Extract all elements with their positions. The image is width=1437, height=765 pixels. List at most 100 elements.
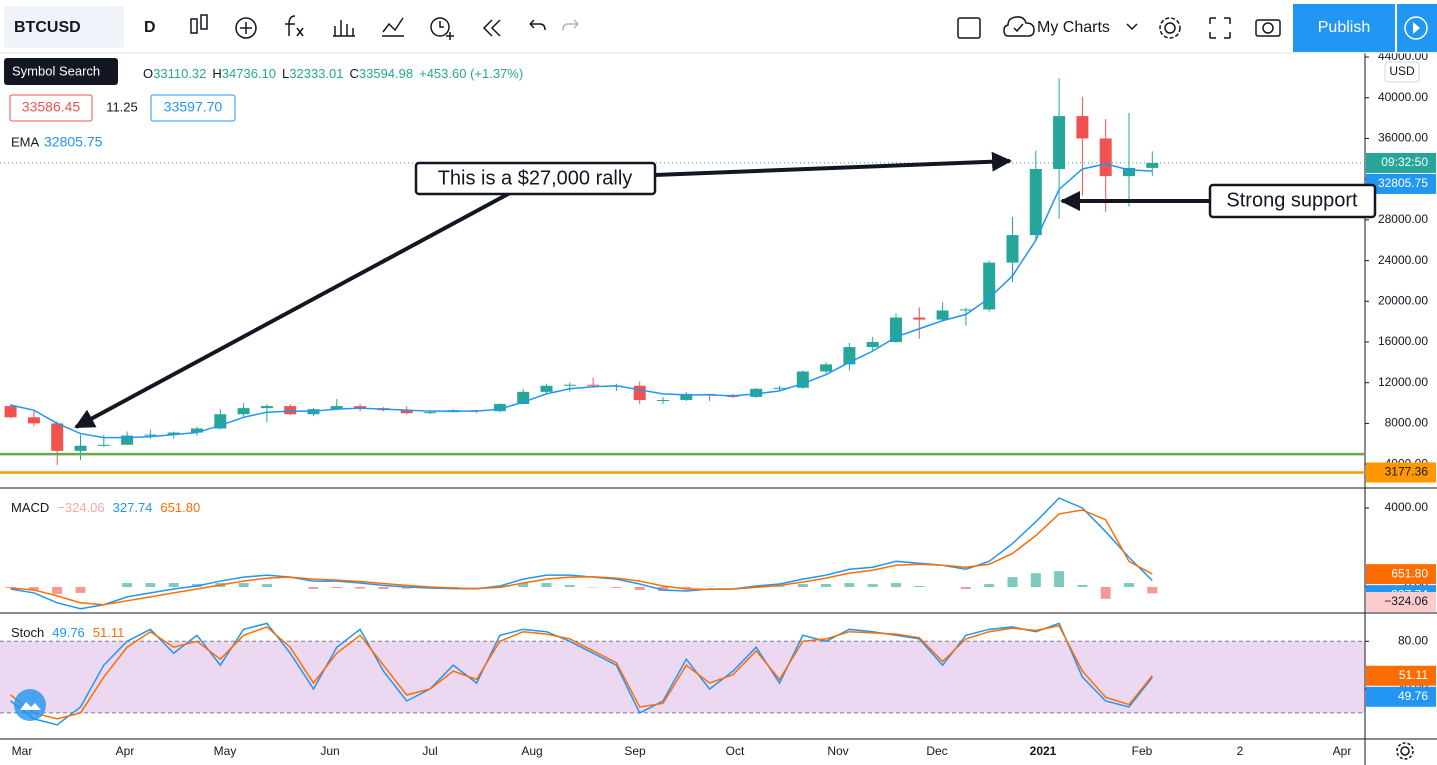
candle-body xyxy=(890,317,902,342)
y-tick-label: 36000.00 xyxy=(1378,131,1428,145)
logo xyxy=(14,689,46,721)
toolbar-icons[interactable] xyxy=(190,14,1281,40)
histogram-bar xyxy=(331,586,342,588)
x-tick-label: 2021 xyxy=(1030,744,1057,758)
symbol[interactable]: BTCUSD xyxy=(14,19,81,36)
price-tag xyxy=(1366,686,1436,707)
panel-title: Stoch xyxy=(11,625,44,640)
candle-body xyxy=(820,364,833,372)
candle-body xyxy=(400,410,413,414)
x-tick-label: May xyxy=(214,744,237,758)
histogram-bar xyxy=(774,585,785,587)
candle-body xyxy=(1123,167,1135,177)
candle-body xyxy=(750,388,763,397)
candle-body xyxy=(843,347,856,365)
my-charts[interactable]: My Charts xyxy=(1037,19,1110,36)
price-tag-label: 51.11 xyxy=(1399,668,1428,682)
panel-title: MACD xyxy=(11,500,49,515)
histogram-bar xyxy=(1100,586,1111,599)
candle-body xyxy=(1146,162,1159,168)
candle-body xyxy=(1076,116,1089,139)
histogram-bar xyxy=(122,583,133,587)
candle-body xyxy=(913,317,926,320)
x-tick-label: 2 xyxy=(1237,744,1244,758)
histogram-bar xyxy=(914,586,925,587)
candle-body xyxy=(983,262,996,310)
candle-body xyxy=(1099,138,1112,177)
histogram-bar xyxy=(821,584,832,587)
histogram-bar xyxy=(75,586,86,593)
candle-body xyxy=(51,423,64,451)
panel-value: 51.11 xyxy=(93,625,125,640)
histogram-bar xyxy=(984,584,995,587)
x-tick-label: Feb xyxy=(1132,744,1153,758)
symbol-button[interactable] xyxy=(4,6,124,48)
line-series xyxy=(10,163,1153,439)
histogram-bar xyxy=(261,584,272,587)
histogram-bar xyxy=(891,583,901,587)
ohlc-value: 33594.98 xyxy=(359,66,413,81)
histogram-bar xyxy=(658,586,668,591)
publish-button[interactable] xyxy=(1293,4,1395,52)
candle-body xyxy=(1053,116,1066,169)
y-tick-label: 28000.00 xyxy=(1378,212,1428,226)
price-tag-label: 49.76 xyxy=(1398,689,1428,703)
indicator-value: 32805.75 xyxy=(44,134,103,150)
y-tick-label: 8000.00 xyxy=(1385,416,1429,430)
ask[interactable]: 33597.70 xyxy=(164,99,223,115)
candle-body xyxy=(796,371,809,388)
histogram-bar xyxy=(378,586,389,589)
ohlc-legend: O33110.32 H34736.10 L32333.01 C33594.98 +453… xyxy=(143,66,523,81)
x-tick-label: Dec xyxy=(926,744,947,758)
panel-legend: Stoch 49.76 51.11 xyxy=(11,625,124,640)
ohlc-key: O xyxy=(143,66,153,81)
settings-icon[interactable] xyxy=(1396,742,1414,760)
callout-text: Strong support xyxy=(1226,189,1358,211)
bid-box[interactable] xyxy=(9,94,93,122)
publish[interactable]: Publish xyxy=(1318,19,1370,36)
price-tag xyxy=(1366,462,1436,483)
y-tick-label: 80.00 xyxy=(1398,633,1428,647)
candle-body xyxy=(27,417,40,424)
line-series xyxy=(10,624,1153,720)
toolbar xyxy=(0,0,1437,53)
candle-body xyxy=(1029,168,1042,236)
candle-body xyxy=(4,406,17,418)
candle-body xyxy=(540,385,553,392)
histogram-bar xyxy=(145,583,156,587)
histogram-bar xyxy=(1054,571,1065,587)
panel-legend: MACD −324.06 327.74 651.80 xyxy=(11,500,200,515)
price-tag-label: 3177.36 xyxy=(1385,465,1429,479)
candle-body xyxy=(284,406,297,415)
panel-value: 651.80 xyxy=(160,500,200,515)
price-tag xyxy=(1366,152,1436,173)
ask-box[interactable] xyxy=(150,94,236,122)
price-tag xyxy=(1366,173,1436,194)
candle-body xyxy=(936,310,949,320)
ohlc-change: +453.60 (+1.37%) xyxy=(419,66,523,81)
ohlc-key: L xyxy=(282,66,289,81)
histogram-bar xyxy=(634,586,645,590)
candle-body xyxy=(330,406,343,410)
x-tick-label: Mar xyxy=(12,744,33,758)
histogram-bar xyxy=(28,586,39,590)
x-tick-label: Oct xyxy=(726,744,745,758)
callout xyxy=(1208,183,1377,219)
x-tick-label: Aug xyxy=(521,744,542,758)
interval[interactable]: D xyxy=(144,19,156,36)
panel-value: 327.74 xyxy=(113,500,153,515)
histogram-bar xyxy=(308,586,319,589)
line-series xyxy=(10,509,1153,606)
y-tick-label: 24000.00 xyxy=(1378,253,1428,267)
x-tick-label: Apr xyxy=(116,744,135,758)
histogram-bar xyxy=(238,583,249,587)
arrow xyxy=(74,191,511,429)
ohlc-value: 33110.32 xyxy=(153,66,206,81)
candle-body xyxy=(260,406,273,409)
histogram-bar xyxy=(797,584,808,587)
price-tag-label: 09:32:50 xyxy=(1381,155,1428,169)
arrow xyxy=(654,151,1012,177)
candle-body xyxy=(959,309,972,311)
bid[interactable]: 33586.45 xyxy=(22,99,81,115)
histogram-bar xyxy=(52,586,63,594)
